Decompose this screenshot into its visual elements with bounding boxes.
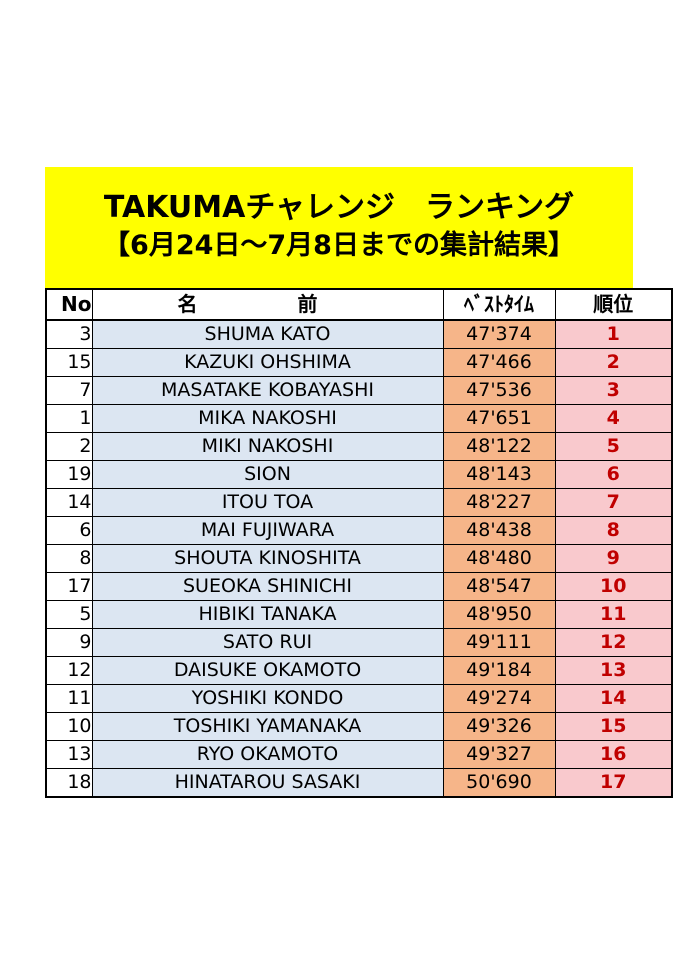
table-row: 5 HIBIKI TANAKA 48'950 11 (45, 600, 673, 629)
best-time: 49'326 (442, 712, 556, 741)
best-time: 48'143 (442, 460, 556, 489)
entry-number: 1 (45, 404, 93, 433)
best-time: 47'651 (442, 404, 556, 433)
racer-name: RYO OKAMOTO (91, 740, 444, 769)
entry-number: 3 (45, 319, 93, 349)
entry-number: 2 (45, 432, 93, 461)
racer-name: MAI FUJIWARA (91, 516, 444, 545)
best-time: 48'547 (442, 572, 556, 601)
entry-number: 5 (45, 600, 93, 629)
table-row: 7 MASATAKE KOBAYASHI 47'536 3 (45, 376, 673, 405)
best-time: 48'227 (442, 488, 556, 517)
entry-number: 14 (45, 488, 93, 517)
racer-name: MIKI NAKOSHI (91, 432, 444, 461)
rank-value: 17 (554, 768, 673, 798)
racer-name: HINATAROU SASAKI (91, 768, 444, 798)
entry-number: 8 (45, 544, 93, 573)
table-row: 9 SATO RUI 49'111 12 (45, 628, 673, 657)
table-row: 8 SHOUTA KINOSHITA 48'480 9 (45, 544, 673, 573)
rank-value: 2 (554, 348, 673, 377)
entry-number: 18 (45, 768, 93, 798)
page-subtitle: 【6月24日～7月8日までの集計結果】 (103, 230, 575, 261)
best-time: 48'950 (442, 600, 556, 629)
entry-number: 13 (45, 740, 93, 769)
racer-name: DAISUKE OKAMOTO (91, 656, 444, 685)
racer-name: HIBIKI TANAKA (91, 600, 444, 629)
racer-name: TOSHIKI YAMANAKA (91, 712, 444, 741)
table-row: 6 MAI FUJIWARA 48'438 8 (45, 516, 673, 545)
best-time: 48'438 (442, 516, 556, 545)
racer-name: ITOU TOA (91, 488, 444, 517)
best-time: 49'111 (442, 628, 556, 657)
table-header-row: No 名 前 ﾍﾞｽﾄﾀｲﾑ 順位 (45, 288, 673, 321)
entry-number: 10 (45, 712, 93, 741)
rank-value: 3 (554, 376, 673, 405)
racer-name: YOSHIKI KONDO (91, 684, 444, 713)
title-banner: TAKUMAチャレンジ ランキング 【6月24日～7月8日までの集計結果】 (45, 167, 633, 288)
racer-name: SATO RUI (91, 628, 444, 657)
racer-name: KAZUKI OHSHIMA (91, 348, 444, 377)
table-row: 12 DAISUKE OKAMOTO 49'184 13 (45, 656, 673, 685)
table-row: 11 YOSHIKI KONDO 49'274 14 (45, 684, 673, 713)
ranking-table: No 名 前 ﾍﾞｽﾄﾀｲﾑ 順位 3 SHUMA KATO 47'374 1 15 KA… (45, 288, 673, 798)
racer-name: MIKA NAKOSHI (91, 404, 444, 433)
table-row: 15 KAZUKI OHSHIMA 47'466 2 (45, 348, 673, 377)
rank-value: 5 (554, 432, 673, 461)
racer-name: SUEOKA SHINICHI (91, 572, 444, 601)
header-rank: 順位 (554, 288, 673, 321)
table-row: 17 SUEOKA SHINICHI 48'547 10 (45, 572, 673, 601)
entry-number: 15 (45, 348, 93, 377)
rank-value: 4 (554, 404, 673, 433)
rank-value: 7 (554, 488, 673, 517)
table-row: 19 SION 48'143 6 (45, 460, 673, 489)
best-time: 47'374 (442, 319, 556, 349)
best-time: 49'274 (442, 684, 556, 713)
rank-value: 10 (554, 572, 673, 601)
entry-number: 9 (45, 628, 93, 657)
rank-value: 11 (554, 600, 673, 629)
best-time: 47'536 (442, 376, 556, 405)
page-title: TAKUMAチャレンジ ランキング (103, 190, 575, 225)
rank-value: 8 (554, 516, 673, 545)
rank-value: 15 (554, 712, 673, 741)
best-time: 50'690 (442, 768, 556, 798)
best-time: 48'122 (442, 432, 556, 461)
entry-number: 19 (45, 460, 93, 489)
best-time: 47'466 (442, 348, 556, 377)
entry-number: 17 (45, 572, 93, 601)
entry-number: 6 (45, 516, 93, 545)
header-no: No (45, 288, 93, 321)
rank-value: 6 (554, 460, 673, 489)
table-row: 3 SHUMA KATO 47'374 1 (45, 319, 673, 349)
rank-value: 1 (554, 319, 673, 349)
rank-value: 16 (554, 740, 673, 769)
racer-name: SHOUTA KINOSHITA (91, 544, 444, 573)
table-row: 14 ITOU TOA 48'227 7 (45, 488, 673, 517)
racer-name: SION (91, 460, 444, 489)
table-row: 10 TOSHIKI YAMANAKA 49'326 15 (45, 712, 673, 741)
rank-value: 14 (554, 684, 673, 713)
racer-name: SHUMA KATO (91, 319, 444, 349)
rank-value: 12 (554, 628, 673, 657)
rank-value: 9 (554, 544, 673, 573)
header-best-time: ﾍﾞｽﾄﾀｲﾑ (442, 288, 556, 321)
ranking-body: 3 SHUMA KATO 47'374 1 15 KAZUKI OHSHIMA 47'466… (45, 319, 673, 798)
entry-number: 12 (45, 656, 93, 685)
entry-number: 11 (45, 684, 93, 713)
header-name: 名 前 (91, 288, 444, 321)
table-row: 2 MIKI NAKOSHI 48'122 5 (45, 432, 673, 461)
best-time: 48'480 (442, 544, 556, 573)
racer-name: MASATAKE KOBAYASHI (91, 376, 444, 405)
table-row: 18 HINATAROU SASAKI 50'690 17 (45, 768, 673, 798)
entry-number: 7 (45, 376, 93, 405)
rank-value: 13 (554, 656, 673, 685)
best-time: 49'184 (442, 656, 556, 685)
best-time: 49'327 (442, 740, 556, 769)
table-row: 1 MIKA NAKOSHI 47'651 4 (45, 404, 673, 433)
table-row: 13 RYO OKAMOTO 49'327 16 (45, 740, 673, 769)
